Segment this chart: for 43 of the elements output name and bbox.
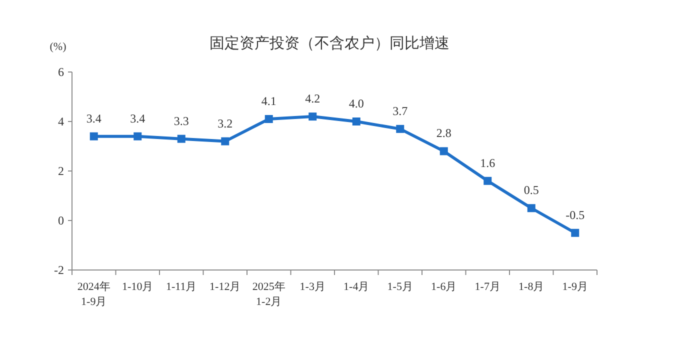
point	[352, 118, 360, 126]
data-label: 2.8	[436, 126, 452, 140]
data-label: 1.6	[480, 156, 496, 170]
data-label: 3.4	[86, 111, 102, 126]
point	[440, 147, 448, 156]
y-tick-label: 6	[58, 65, 64, 80]
x-tick-label: 2024年 1-9月	[77, 281, 110, 308]
point	[177, 134, 186, 143]
x-tick-label: 1-6月	[431, 281, 457, 293]
data-label: 3.2	[218, 116, 233, 130]
x-tick-label: 1-5月	[387, 281, 413, 293]
point	[264, 115, 273, 124]
x-tick-label: 1-11月	[166, 281, 197, 293]
x-tick-label: 2025年 1-2月	[252, 281, 286, 308]
data-label: 0.5	[524, 183, 539, 198]
data-label: 4.0	[348, 96, 364, 110]
x-tick-label: 1-4月	[344, 281, 370, 293]
data-label: -0.5	[566, 208, 585, 222]
data-label: 3.3	[174, 114, 189, 128]
point	[308, 112, 317, 121]
y-tick-label: -2	[54, 263, 64, 278]
y-axis-title: (%)	[50, 41, 67, 53]
y-tick-label: 4	[58, 114, 64, 129]
data-label: 3.4	[130, 111, 146, 126]
point	[484, 176, 492, 185]
point	[90, 132, 98, 140]
point	[396, 124, 404, 133]
y-tick-label: 2	[58, 164, 64, 178]
point	[527, 204, 536, 212]
x-tick-label: 1-12月	[210, 281, 241, 293]
x-tick-label: 1-8月	[518, 281, 544, 293]
point	[571, 228, 580, 237]
x-tick-label: 1-3月	[300, 281, 326, 293]
x-tick-label: 1-9月	[562, 281, 588, 293]
x-tick-label: 1-10月	[122, 281, 154, 293]
data-label: 4.1	[261, 94, 276, 108]
point	[221, 137, 230, 146]
chart-title: 固定资产投资（不含农户）同比增速	[210, 34, 450, 52]
data-label: 4.2	[305, 92, 320, 106]
point	[134, 132, 142, 140]
y-tick-label: 0	[58, 214, 64, 228]
x-tick-label: 1-7月	[474, 281, 500, 293]
data-label: 3.7	[392, 104, 408, 118]
